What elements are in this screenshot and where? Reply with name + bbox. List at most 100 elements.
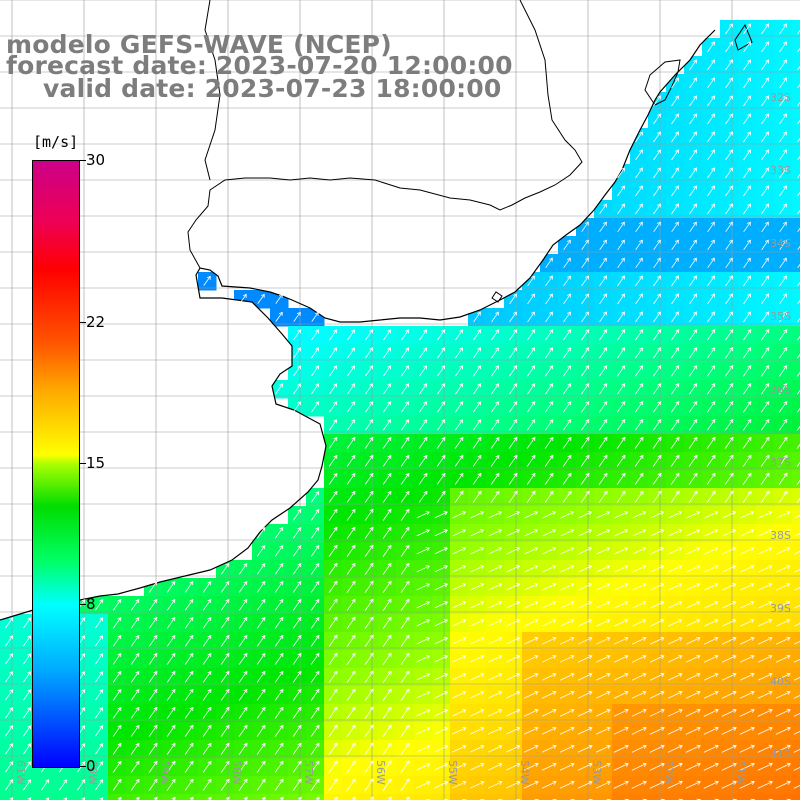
wind-arrow bbox=[725, 203, 733, 215]
wind-arrow bbox=[599, 347, 608, 359]
wind-arrow bbox=[577, 744, 593, 753]
wind-arrow bbox=[704, 547, 719, 555]
wind-vectors bbox=[4, 23, 800, 800]
wind-cell bbox=[792, 74, 800, 93]
wind-arrow bbox=[688, 365, 698, 377]
wind-arrow bbox=[668, 619, 683, 627]
wind-arrow bbox=[704, 601, 719, 609]
wind-arrow bbox=[452, 727, 467, 735]
wind-arrow bbox=[238, 652, 248, 665]
wind-arrow bbox=[490, 419, 500, 431]
wind-arrow bbox=[256, 760, 266, 773]
wind-cell bbox=[612, 794, 631, 800]
wind-arrow bbox=[364, 742, 374, 756]
wind-arrow bbox=[130, 599, 140, 611]
wind-arrow bbox=[757, 726, 773, 735]
wind-arrow bbox=[364, 436, 374, 449]
wind-arrow bbox=[470, 619, 485, 627]
wind-cell bbox=[792, 308, 800, 327]
wind-arrow bbox=[256, 724, 266, 737]
wind-arrow bbox=[649, 726, 665, 735]
wind-arrow bbox=[292, 652, 302, 665]
lon-label: 57W bbox=[302, 760, 315, 785]
wind-arrow bbox=[310, 778, 320, 791]
wind-arrow bbox=[743, 311, 751, 323]
wind-arrow bbox=[779, 275, 787, 287]
wind-arrow bbox=[452, 691, 467, 699]
wind-arrow bbox=[382, 742, 392, 756]
wind-arrow bbox=[382, 688, 392, 702]
wind-arrow bbox=[400, 742, 410, 756]
wind-arrow bbox=[434, 601, 449, 609]
wind-arrow bbox=[598, 436, 608, 449]
wind-arrow bbox=[617, 257, 625, 269]
wind-arrow bbox=[617, 275, 625, 287]
wind-arrow bbox=[596, 601, 611, 609]
wind-cell bbox=[432, 794, 451, 800]
wind-arrow bbox=[797, 317, 800, 323]
wind-arrow bbox=[797, 281, 800, 287]
wind-arrow bbox=[650, 547, 665, 555]
wind-arrow bbox=[760, 365, 770, 377]
wind-arrow bbox=[706, 347, 716, 359]
wind-arrow bbox=[778, 365, 788, 377]
wind-arrow bbox=[707, 293, 715, 305]
wind-cell bbox=[792, 722, 800, 741]
wind-arrow bbox=[578, 601, 593, 609]
model-title: modelo GEFS-WAVE (NCEP) bbox=[6, 30, 392, 59]
wind-arrow bbox=[112, 670, 122, 683]
wind-arrow bbox=[703, 708, 719, 717]
wind-arrow bbox=[616, 419, 626, 431]
wind-arrow bbox=[455, 383, 464, 395]
wind-arrow bbox=[364, 580, 374, 593]
wind-arrow bbox=[347, 401, 356, 413]
wind-arrow bbox=[310, 580, 320, 593]
wind-arrow bbox=[506, 691, 521, 699]
wind-arrow bbox=[761, 149, 769, 161]
wind-arrow bbox=[401, 329, 410, 341]
wind-arrow bbox=[292, 509, 302, 521]
wind-arrow bbox=[653, 203, 661, 215]
lagoon-outline bbox=[734, 23, 753, 51]
wind-arrow bbox=[346, 490, 356, 503]
wind-arrow bbox=[364, 472, 374, 485]
wind-arrow bbox=[653, 149, 661, 161]
wind-arrow bbox=[346, 454, 356, 467]
wind-arrow bbox=[437, 401, 446, 413]
wind-arrow bbox=[346, 652, 356, 666]
wind-arrow bbox=[274, 616, 284, 629]
wind-arrow bbox=[202, 688, 212, 701]
wind-arrow bbox=[416, 745, 431, 753]
wind-cell bbox=[72, 794, 91, 800]
wind-arrow bbox=[387, 796, 392, 800]
wind-arrow bbox=[578, 583, 593, 591]
wind-arrow bbox=[541, 672, 557, 681]
wind-arrow bbox=[725, 293, 733, 305]
wind-arrow bbox=[686, 511, 701, 519]
wind-arrow bbox=[739, 690, 755, 699]
lon-label: 51W bbox=[734, 760, 747, 785]
wind-arrow bbox=[490, 490, 500, 503]
wind-arrow bbox=[724, 436, 734, 449]
wind-arrow bbox=[794, 587, 800, 591]
wind-arrow bbox=[796, 497, 800, 504]
wind-arrow bbox=[667, 762, 683, 771]
wind-arrow bbox=[706, 472, 716, 485]
wind-arrow bbox=[148, 652, 158, 665]
wind-arrow bbox=[310, 544, 320, 557]
wind-arrow bbox=[238, 688, 248, 701]
wind-arrow bbox=[95, 671, 104, 683]
wind-arrow bbox=[508, 383, 518, 395]
wind-arrow bbox=[632, 601, 647, 609]
wind-arrow bbox=[166, 706, 176, 719]
wind-cell bbox=[324, 794, 343, 800]
wind-arrow bbox=[490, 472, 500, 485]
wind-arrow bbox=[775, 744, 791, 753]
wind-arrow bbox=[382, 652, 392, 666]
colorbar bbox=[32, 160, 80, 768]
wind-arrow bbox=[184, 598, 194, 611]
wind-arrow bbox=[112, 778, 122, 791]
wind-arrow bbox=[632, 529, 647, 537]
wind-arrow bbox=[434, 511, 448, 519]
wind-cell bbox=[792, 344, 800, 363]
